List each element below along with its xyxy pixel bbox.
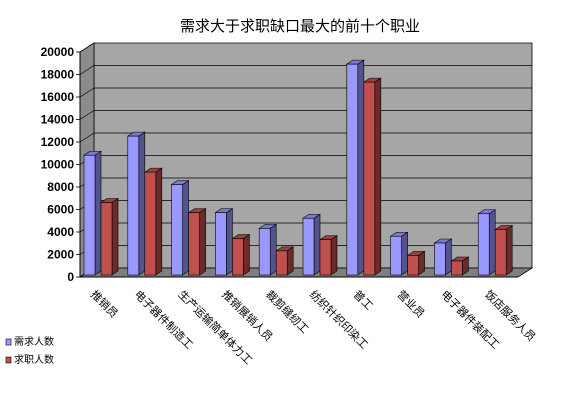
bar (433, 238, 453, 276)
legend-label: 求职人数 (14, 353, 54, 366)
bar (362, 77, 382, 276)
y-tick-label: 4000 (47, 225, 74, 239)
x-axis: 推销员 电子器件制造工生产运输简单体力工推销展销人员裁剪缝纫工纺织针织印染工普工营… (88, 287, 539, 367)
bar (302, 213, 321, 276)
bar (389, 231, 409, 276)
bar (187, 208, 207, 276)
y-tick-label: 6000 (47, 203, 74, 217)
bar (406, 250, 426, 276)
bar (258, 223, 278, 276)
legend-label: 需求人数 (14, 335, 54, 348)
gridline-side (79, 65, 95, 75)
legend-swatch (5, 338, 12, 346)
x-tick-label: 营业员 (394, 287, 427, 320)
bar (345, 59, 365, 276)
y-tick-label: 16000 (41, 90, 75, 104)
bar (143, 167, 163, 276)
y-tick-label: 12000 (41, 135, 75, 149)
y-tick-label: 0 (67, 270, 74, 284)
bar (214, 208, 234, 276)
bar (275, 246, 295, 276)
gridline-side (79, 132, 95, 143)
gridline-side (79, 87, 95, 98)
y-tick-label: 10000 (41, 158, 75, 172)
y-tick-label: 2000 (47, 248, 74, 262)
bar (83, 150, 102, 276)
y-tick-label: 18000 (41, 68, 75, 82)
bar (477, 209, 497, 276)
x-tick-label: 推销员 (88, 287, 121, 320)
y-tick-label: 20000 (41, 45, 75, 59)
x-tick-label: 普工 (351, 287, 376, 312)
bars (83, 59, 514, 276)
bar (231, 233, 251, 276)
chart-title: 需求大于求职缺口最大的前十个职业 (180, 17, 420, 35)
bar (100, 197, 119, 276)
y-axis: 0 2000 4000 6000 8000 10000 12000 14000 16000 180… (41, 45, 518, 284)
gridline-side (79, 110, 95, 120)
x-tick-label: 生产运输简单体力工 (175, 287, 255, 367)
y-tick-label: 14000 (41, 113, 75, 127)
bar (319, 235, 338, 276)
bar (450, 256, 470, 276)
bar (170, 179, 190, 276)
bar (494, 224, 514, 276)
y-tick-label: 8000 (47, 180, 74, 194)
legend-swatch (5, 356, 12, 364)
bar (126, 131, 146, 276)
